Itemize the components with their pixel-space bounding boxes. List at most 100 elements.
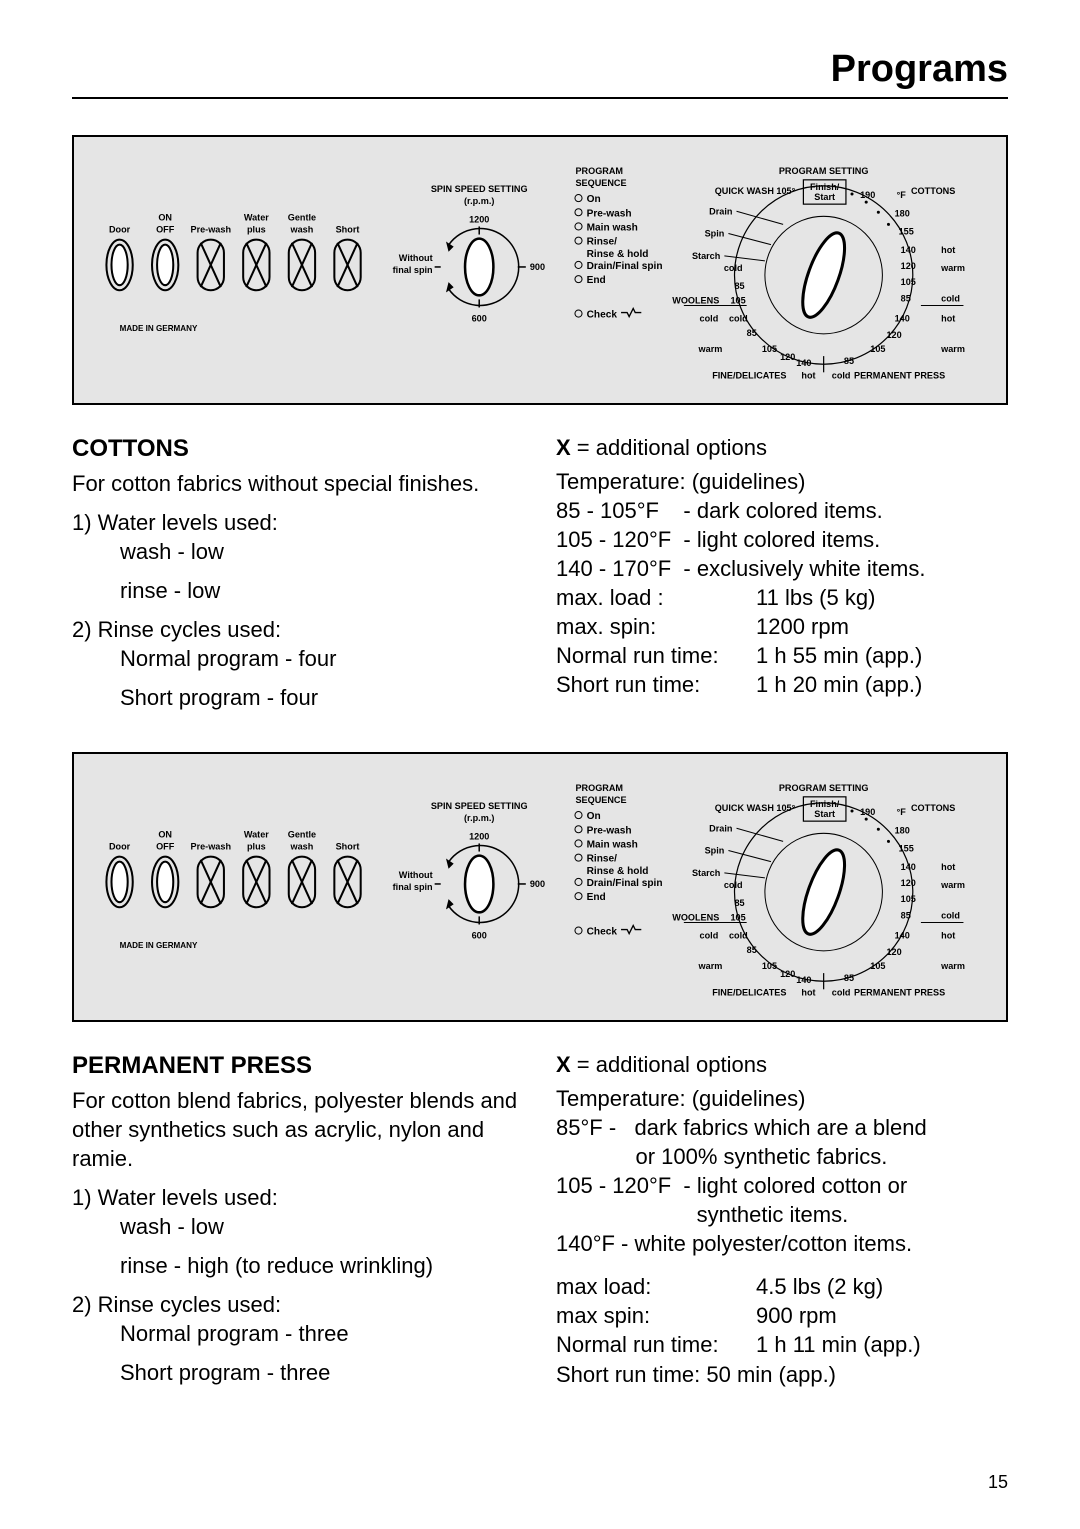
svg-text:120: 120 — [886, 330, 901, 340]
svg-text:WOOLENS: WOOLENS — [672, 295, 719, 305]
permpress-l2a: Normal program - three — [72, 1319, 524, 1348]
permpress-l1b: rinse - high (to reduce wrinkling) — [72, 1251, 524, 1280]
cottons-section: COTTONS For cotton fabrics without speci… — [72, 427, 1008, 722]
label-door: Door — [109, 225, 131, 235]
label-prewash: Pre-wash — [191, 225, 232, 235]
cottons-temp-head: Temperature: (guidelines) — [556, 467, 1008, 496]
svg-text:105: 105 — [901, 277, 916, 287]
svg-text:Drain/Final spin: Drain/Final spin — [587, 261, 663, 272]
svg-text:900: 900 — [530, 879, 545, 889]
svg-text:85: 85 — [844, 356, 854, 366]
svg-text:155: 155 — [899, 844, 914, 854]
svg-text:85: 85 — [734, 898, 744, 908]
svg-text:PERMANENT PRESS: PERMANENT PRESS — [854, 988, 945, 998]
svg-text:105: 105 — [870, 961, 885, 971]
permpress-section: PERMANENT PRESS For cotton blend fabrics… — [72, 1044, 1008, 1397]
page-number: 15 — [988, 1472, 1008, 1493]
svg-text:hot: hot — [941, 245, 955, 255]
permpress-maxspin-l: max spin: — [556, 1301, 756, 1330]
cottons-l2b: Short program - four — [72, 683, 524, 712]
permpress-opts-x: X — [556, 1052, 571, 1077]
spin-900: 900 — [530, 262, 545, 272]
cottons-l1-lead: 1) Water levels used: — [72, 508, 524, 537]
panel-svg-1: Door ON OFF Pre-wash Water plus Gentle w… — [74, 137, 1006, 403]
svg-text:Water: Water — [244, 830, 269, 840]
svg-text:cold: cold — [729, 931, 748, 941]
svg-text:1200: 1200 — [469, 832, 489, 842]
label-wash: wash — [290, 225, 314, 235]
svg-text:105: 105 — [730, 913, 745, 923]
permpress-short: Short run time: 50 min (app.) — [556, 1360, 1008, 1389]
cottons-short-l: Short run time: — [556, 670, 756, 699]
svg-text:140: 140 — [796, 975, 811, 985]
svg-text:105: 105 — [870, 344, 885, 354]
spin-wo2: final spin — [393, 265, 433, 275]
cottons-l1b: rinse - low — [72, 576, 524, 605]
permpress-heading: PERMANENT PRESS — [72, 1052, 524, 1080]
svg-text:On: On — [587, 194, 601, 205]
permpress-temp3: 140°F - white polyester/cotton items. — [556, 1229, 1008, 1258]
svg-text:SEQUENCE: SEQUENCE — [575, 795, 626, 805]
label-water: Water — [244, 212, 269, 222]
svg-text:Drain: Drain — [709, 206, 732, 216]
svg-text:140: 140 — [895, 931, 910, 941]
svg-text:85: 85 — [844, 973, 854, 983]
permpress-normal-l: Normal run time: — [556, 1330, 756, 1359]
svg-text:Rinse/: Rinse/ — [587, 854, 618, 865]
permpress-l2-lead: 2) Rinse cycles used: — [72, 1290, 524, 1319]
label-gentle: Gentle — [288, 212, 316, 222]
permpress-temp-head: Temperature: (guidelines) — [556, 1084, 1008, 1113]
svg-text:600: 600 — [472, 931, 487, 941]
svg-text:Starch: Starch — [692, 868, 720, 878]
svg-text:Short: Short — [336, 842, 360, 852]
svg-text:Rinse & hold: Rinse & hold — [587, 866, 649, 877]
progset-title: PROGRAM SETTING — [779, 166, 869, 176]
cottons-opts-x: X — [556, 435, 571, 460]
cottons-maxload-v: 11 lbs (5 kg) — [756, 583, 875, 612]
svg-text:140: 140 — [895, 314, 910, 324]
seq-list: On Pre-wash Main wash Rinse/ Rinse & hol… — [575, 194, 663, 320]
svg-text:hot: hot — [941, 931, 955, 941]
svg-text:cold: cold — [941, 293, 960, 303]
svg-text:FINE/DELICATES: FINE/DELICATES — [712, 370, 786, 380]
svg-text:120: 120 — [901, 878, 916, 888]
svg-text:(r.p.m.): (r.p.m.) — [464, 813, 494, 823]
label-off: OFF — [156, 225, 175, 235]
svg-text:105: 105 — [762, 961, 777, 971]
svg-text:Pre-wash: Pre-wash — [191, 842, 232, 852]
svg-text:hot: hot — [801, 988, 815, 998]
control-panel-permpress: Door ON OFF Pre-wash Water plus Gentle w… — [72, 752, 1008, 1022]
svg-text:Drain: Drain — [709, 824, 732, 834]
permpress-l1-lead: 1) Water levels used: — [72, 1183, 524, 1212]
cottons-l2-lead: 2) Rinse cycles used: — [72, 615, 524, 644]
svg-text:warm: warm — [698, 961, 723, 971]
svg-text:155: 155 — [899, 227, 914, 237]
cottons-left: COTTONS For cotton fabrics without speci… — [72, 427, 524, 722]
svg-text:PROGRAM SETTING: PROGRAM SETTING — [779, 783, 869, 793]
svg-text:Rinse & hold: Rinse & hold — [587, 249, 649, 260]
svg-text:120: 120 — [780, 352, 795, 362]
rocker-switches — [106, 240, 360, 291]
svg-text:190: 190 — [860, 807, 875, 817]
svg-text:End: End — [587, 275, 606, 286]
permpress-left: PERMANENT PRESS For cotton blend fabrics… — [72, 1044, 524, 1397]
permpress-normal-v: 1 h 11 min (app.) — [756, 1330, 921, 1359]
svg-text:warm: warm — [940, 263, 965, 273]
cottons-temp2: 105 - 120°F - light colored items. — [556, 525, 1008, 554]
svg-text:120: 120 — [780, 969, 795, 979]
label-on: ON — [158, 212, 172, 222]
permpress-temp1b: or 100% synthetic fabrics. — [556, 1142, 1008, 1171]
svg-text:105: 105 — [730, 295, 745, 305]
svg-text:WOOLENS: WOOLENS — [672, 913, 719, 923]
spin-title2: (r.p.m.) — [464, 196, 494, 206]
svg-text:85: 85 — [734, 281, 744, 291]
permpress-temp2b: synthetic items. — [556, 1200, 1008, 1229]
svg-text:cold: cold — [724, 263, 743, 273]
cottons-normal-l: Normal run time: — [556, 641, 756, 670]
svg-text:Start: Start — [814, 192, 835, 202]
permpress-temp1a: 85°F - dark fabrics which are a blend — [556, 1113, 1008, 1142]
spin-1200: 1200 — [469, 214, 489, 224]
svg-text:COTTONS: COTTONS — [911, 186, 955, 196]
svg-text:End: End — [587, 892, 606, 903]
svg-text:85: 85 — [901, 911, 911, 921]
